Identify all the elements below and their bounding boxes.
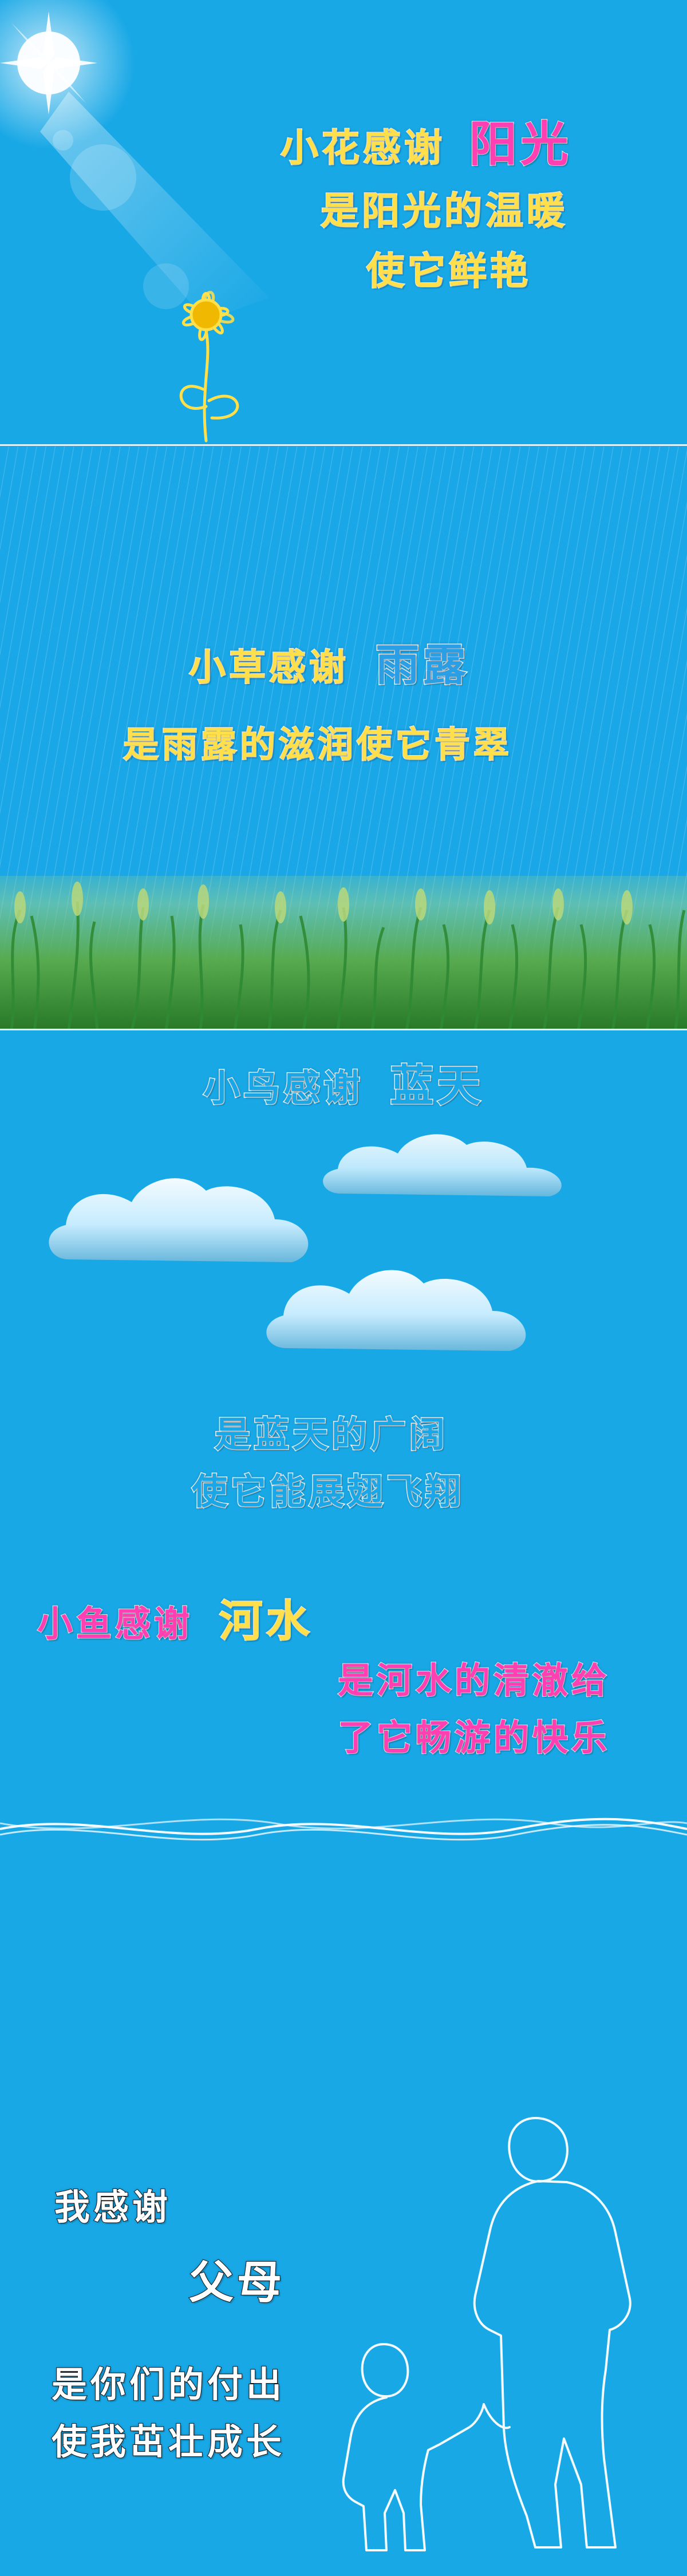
river-line3: 了它畅游的快乐 [337, 1716, 611, 1759]
section-sky: 小鸟感谢 蓝天 [0, 1030, 687, 1563]
sun-line1-highlight: 阳光 [468, 116, 572, 173]
sky-line3: 使它能展翅飞翔 [191, 1470, 465, 1514]
grass-field [0, 876, 687, 1030]
rain-line1-highlight: 雨露 [375, 639, 470, 692]
cloud-icon [34, 1156, 332, 1299]
river-line1: 小鱼感谢 [37, 1602, 194, 1645]
rain-line2: 是雨露的滋润使它青翠 [123, 723, 513, 766]
family-line2: 是你们的付出 [51, 2363, 286, 2406]
sun-icon [0, 0, 135, 149]
sun-line1: 小花感谢 [280, 125, 445, 171]
grass-icon [10, 882, 686, 1030]
rain-line1: 小草感谢 [188, 646, 349, 690]
river-line1-highlight: 河水 [219, 1595, 313, 1647]
cloud-icon [309, 1116, 630, 1225]
sky-line1-highlight: 蓝天 [389, 1060, 484, 1112]
water-waves-icon [0, 1818, 687, 1841]
sky-line2: 是蓝天的广阔 [214, 1413, 449, 1456]
river-line2: 是河水的清澈给 [337, 1659, 611, 1702]
sun-line3: 使它鲜艳 [366, 248, 531, 294]
family-line1: 我感谢 [54, 2186, 172, 2229]
sky-line1: 小鸟感谢 [203, 1067, 364, 1111]
cloud-icon [252, 1242, 550, 1385]
family-line3: 使我茁壮成长 [51, 2420, 286, 2463]
section-divider [0, 444, 687, 446]
section-family: 我感谢 父母 是你们的付出 使我茁壮成长 [0, 1849, 687, 2576]
section-rain: 小草感谢 雨露 是雨露的滋润使它青翠 [0, 447, 687, 1030]
section-divider [0, 1029, 687, 1030]
family-line1-highlight: 父母 [188, 2257, 286, 2309]
section-river: 小鱼感谢 河水 是河水的清澈给 了它畅游的快乐 [0, 1563, 687, 1849]
sunflower-icon [179, 291, 239, 442]
sun-and-flower-graphic [0, 0, 269, 442]
section-sunlight: 小花感谢 阳光 是阳光的温暖 使它鲜艳 [0, 0, 687, 447]
sun-line2: 是阳光的温暖 [320, 188, 568, 234]
parent-child-silhouette [342, 2117, 631, 2551]
